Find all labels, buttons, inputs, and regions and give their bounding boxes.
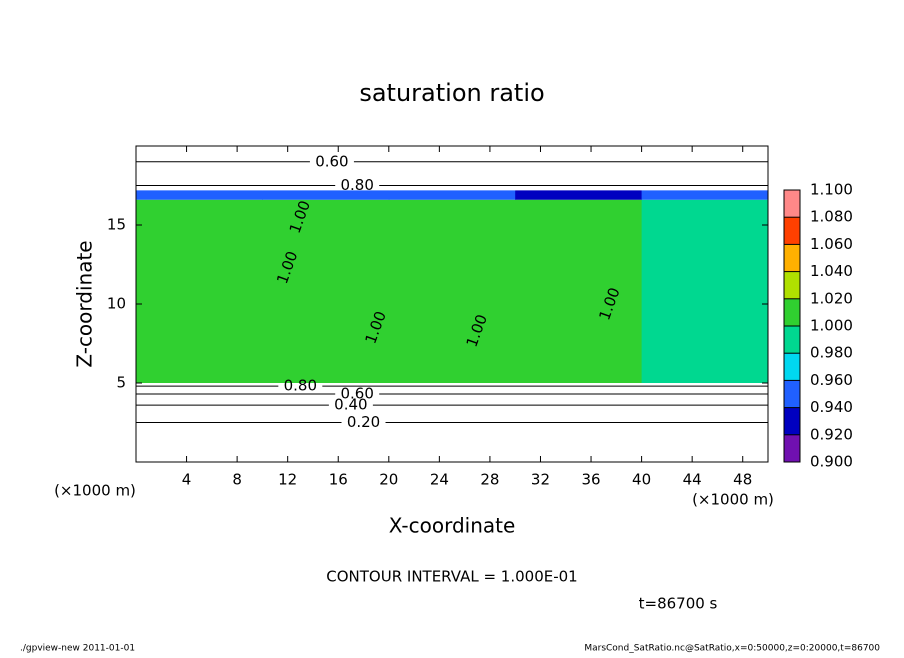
x-tick-label: 28	[480, 471, 499, 489]
x-tick-label: 48	[733, 471, 752, 489]
field-cell	[641, 199, 769, 383]
colorbar-band	[784, 353, 800, 381]
colorbar-tick-label: 1.020	[810, 289, 853, 307]
colorbar-band	[784, 434, 800, 462]
time-label: t=86700 s	[639, 595, 718, 613]
colorbar-band	[784, 380, 800, 408]
contour-label: 0.60	[315, 152, 348, 170]
x-tick-label: 16	[329, 471, 348, 489]
y-unit: (×1000 m)	[54, 482, 136, 500]
x-tick-label: 12	[278, 471, 297, 489]
chart-title: saturation ratio	[359, 79, 544, 107]
contour-label: 0.80	[340, 176, 373, 194]
y-axis-label: Z-coordinate	[73, 240, 97, 367]
x-tick-label: 40	[632, 471, 651, 489]
colorbar-tick-label: 0.960	[810, 371, 853, 389]
colorbar-tick-label: 1.080	[810, 208, 853, 226]
field-cell	[641, 190, 769, 200]
field-cell	[136, 146, 263, 191]
y-tick-label: 5	[116, 374, 126, 392]
field-cell	[515, 146, 643, 191]
colorbar-tick-label: 1.100	[810, 181, 853, 199]
field-cell	[262, 146, 390, 191]
field-cell	[388, 146, 516, 191]
colorbar-tick-label: 0.980	[810, 344, 853, 362]
colorbar-tick-label: 1.000	[810, 317, 853, 335]
colorbar-band	[784, 217, 800, 245]
x-tick-label: 20	[379, 471, 398, 489]
colorbar-band	[784, 298, 800, 326]
y-tick-label: 15	[107, 216, 126, 234]
colorbar-band	[784, 326, 800, 354]
colorbar-tick-label: 0.940	[810, 398, 853, 416]
colorbar-band	[784, 190, 800, 218]
x-tick-label: 32	[531, 471, 550, 489]
x-tick-label: 44	[683, 471, 702, 489]
field-cell	[262, 199, 390, 383]
colorbar-tick-label: 0.900	[810, 453, 853, 471]
field-cell	[136, 190, 263, 200]
contour-label: 0.80	[284, 377, 317, 395]
field-cell	[136, 199, 263, 383]
x-unit: (×1000 m)	[692, 491, 774, 509]
field-cell	[388, 199, 516, 383]
x-tick-label: 36	[581, 471, 600, 489]
field-cell	[388, 190, 516, 200]
colorbar-band	[784, 271, 800, 299]
field-cell	[515, 190, 643, 200]
x-tick-label: 4	[182, 471, 192, 489]
x-tick-label: 8	[232, 471, 242, 489]
contour-interval: CONTOUR INTERVAL = 1.000E-01	[326, 568, 577, 586]
y-tick-label: 10	[107, 295, 126, 313]
field-cell	[262, 190, 390, 200]
colorbar-tick-label: 1.060	[810, 235, 853, 253]
x-tick-label: 24	[430, 471, 449, 489]
contour-label: 0.20	[347, 413, 380, 431]
x-axis-label: X-coordinate	[389, 514, 516, 538]
footer-right: MarsCond_SatRatio.nc@SatRatio,x=0:50000,…	[584, 644, 880, 654]
colorbar-band	[784, 244, 800, 272]
colorbar-band	[784, 407, 800, 435]
contour-label: 0.60	[340, 385, 373, 403]
contour-label: 0.40	[334, 396, 367, 414]
colorbar-tick-label: 1.040	[810, 262, 853, 280]
footer-left: ./gpview-new 2011-01-01	[20, 644, 135, 654]
colorbar-tick-label: 0.920	[810, 425, 853, 443]
field-cell	[641, 146, 769, 191]
field-cell	[515, 199, 643, 383]
